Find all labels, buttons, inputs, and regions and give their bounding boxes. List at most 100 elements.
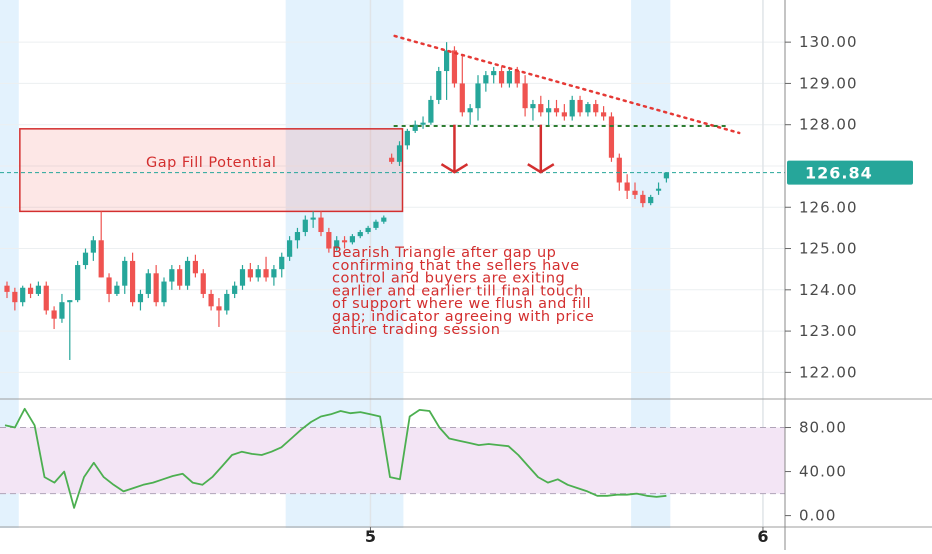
candle-body-18 [145,273,151,294]
candle-63 [498,66,505,88]
annotation-line-6: entire trading session [332,322,500,338]
y-tick-label-7: 122.00 [799,363,858,381]
candle-12 [98,211,104,278]
candle-body-24 [192,260,198,274]
candle-70 [553,99,560,117]
candle-20 [161,277,167,307]
candle-body-77 [608,116,615,158]
candle-body-82 [648,196,654,204]
axes: 130.00 129.00 128.00 126.00 125.00 124.00 123.… [365,0,858,550]
candle-31 [247,262,253,282]
candle-body-3 [27,287,34,294]
session-band-0 [0,0,19,528]
candle-39 [310,211,316,228]
candle-body-64 [506,71,512,84]
candle-23 [184,256,191,290]
candle-8 [67,300,73,360]
annotation-line-1: confirming that the sellers have [332,258,580,274]
candle-body-15 [122,260,128,286]
candle-body-69 [546,108,552,113]
candle-body-10 [82,252,89,266]
candle-10 [82,248,89,270]
candle-75 [593,99,599,117]
candle-body-83 [655,188,662,191]
candle-58 [459,54,465,117]
candle-73 [577,95,583,117]
candle-body-16 [130,260,136,303]
candle-body-49 [389,157,395,162]
candle-body-7 [59,302,65,319]
candle-body-19 [153,273,159,303]
candle-49 [389,153,395,164]
candle-body-2 [20,287,26,303]
candle-17 [137,289,144,311]
candle-45 [357,229,363,239]
candle-30 [239,265,246,290]
candle-66 [522,75,528,117]
candle-body-41 [326,232,332,249]
candle-33 [263,256,269,282]
candle-2 [20,285,26,307]
candle-14 [114,281,120,296]
annotation-line-2: control and buyers are exiting [332,271,565,287]
candle-body-57 [451,50,458,84]
candle-body-46 [365,227,371,233]
candle-48 [381,215,387,224]
candle-body-6 [51,310,57,319]
candle-28 [224,289,230,315]
candle-body-45 [357,232,363,237]
candle-body-33 [263,269,269,278]
candle-18 [145,269,151,299]
candle-44 [349,234,355,245]
candle-body-43 [341,240,348,243]
candle-body-66 [522,83,528,109]
gap-fill-box: Gap Fill Potential [19,128,404,213]
candle-0 [4,281,10,299]
candle-6 [51,306,57,330]
candle-82 [648,194,654,206]
y-tick-label-6: 123.00 [799,322,858,340]
candle-body-11 [90,240,96,253]
candle-body-38 [302,219,308,233]
candle-body-52 [412,124,418,131]
candle-64 [506,66,512,88]
candle-body-12 [98,240,104,278]
candle-4 [35,281,41,296]
candle-43 [341,236,348,249]
last-price-tag: 126.84 [787,160,913,185]
x-tick-label-1: 6 [757,527,768,546]
candle-body-67 [530,104,536,109]
candle-body-65 [514,71,520,84]
candle-37 [294,227,301,249]
candle-body-50 [396,145,403,162]
candle-69 [546,99,552,127]
candle-1 [12,287,18,311]
down-arrow-head-1 [527,163,555,174]
candle-body-56 [444,50,450,72]
candle-body-80 [632,190,638,195]
candle-84 [663,172,669,183]
candle-59 [467,104,473,125]
y-tick-label-5: 124.00 [799,281,858,299]
candle-body-53 [420,122,426,125]
annotation-line-3: earlier and earlier till final touch [332,283,584,299]
candle-body-30 [239,269,246,286]
candle-body-8 [67,300,73,303]
candle-body-58 [459,83,465,113]
last-price-box [787,160,913,185]
candle-11 [90,236,96,261]
candle-body-60 [475,83,481,109]
candle-53 [420,116,426,129]
candle-3 [27,283,34,299]
candle-body-44 [349,236,355,243]
x-tick-label-0: 5 [365,527,376,546]
candle-35 [279,252,285,278]
candle-body-51 [404,130,410,146]
candle-body-35 [279,256,285,270]
candle-16 [130,252,136,307]
candle-42 [334,236,340,251]
candle-body-73 [577,99,583,113]
candle-19 [153,265,159,307]
